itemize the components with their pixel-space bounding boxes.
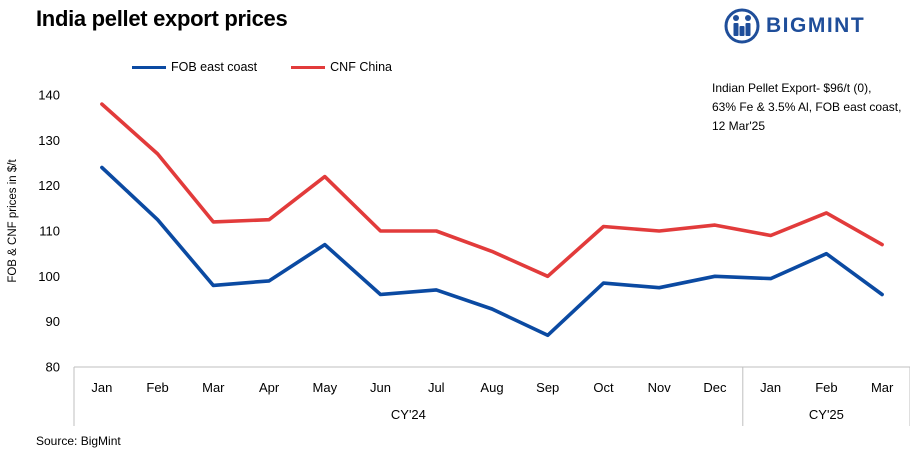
group-label: CY'24 [391, 407, 426, 422]
x-tick-label: Sep [536, 380, 559, 395]
brand-name: BIGMINT [766, 14, 866, 37]
y-tick-label: 90 [46, 314, 60, 329]
y-tick-label: 110 [39, 224, 60, 239]
x-tick-label: Nov [648, 380, 672, 395]
legend-item-cnf: CNF China [291, 60, 392, 74]
legend: FOB east coast CNF China [132, 58, 426, 76]
x-tick-label: Jul [428, 380, 445, 395]
legend-swatch-fob [132, 65, 166, 69]
x-tick-label: Mar [871, 380, 894, 395]
y-tick-label: 100 [38, 269, 60, 284]
series-line-cnf [100, 102, 884, 279]
y-tick-label: 140 [38, 88, 60, 103]
x-tick-label: May [313, 380, 338, 395]
y-tick-label: 120 [38, 178, 60, 193]
bigmint-logo: BIGMINT [722, 8, 902, 44]
annotation-line: Indian Pellet Export- $96/t (0), [712, 81, 872, 95]
group-label: CY'25 [809, 407, 844, 422]
x-tick-label: Oct [593, 380, 614, 395]
x-tick-label: Aug [480, 380, 503, 395]
x-tick-label: Jan [760, 380, 781, 395]
x-tick-label: Mar [202, 380, 225, 395]
chart-title: India pellet export prices [36, 6, 288, 31]
x-tick-label: Jan [91, 380, 112, 395]
series-line-fob [100, 165, 884, 338]
logo-icon [724, 8, 760, 44]
y-tick-label: 80 [46, 360, 60, 375]
x-tick-label: Feb [815, 380, 837, 395]
annotation-line: 63% Fe & 3.5% Al, FOB east coast, [712, 100, 902, 114]
x-tick-label: Feb [146, 380, 168, 395]
x-tick-label: Jun [370, 380, 391, 395]
legend-swatch-cnf [291, 65, 326, 69]
legend-label-cnf: CNF China [330, 60, 392, 74]
x-tick-label: Dec [703, 380, 727, 395]
x-tick-label: Apr [259, 380, 280, 395]
annotation-line: 12 Mar'25 [712, 119, 765, 133]
price-annotation: Indian Pellet Export- $96/t (0), 63% Fe … [712, 79, 901, 136]
y-tick-label: 130 [38, 133, 60, 148]
source-note: Source: BigMint [36, 434, 121, 448]
legend-item-fob: FOB east coast [132, 60, 257, 74]
legend-label-fob: FOB east coast [171, 60, 258, 74]
